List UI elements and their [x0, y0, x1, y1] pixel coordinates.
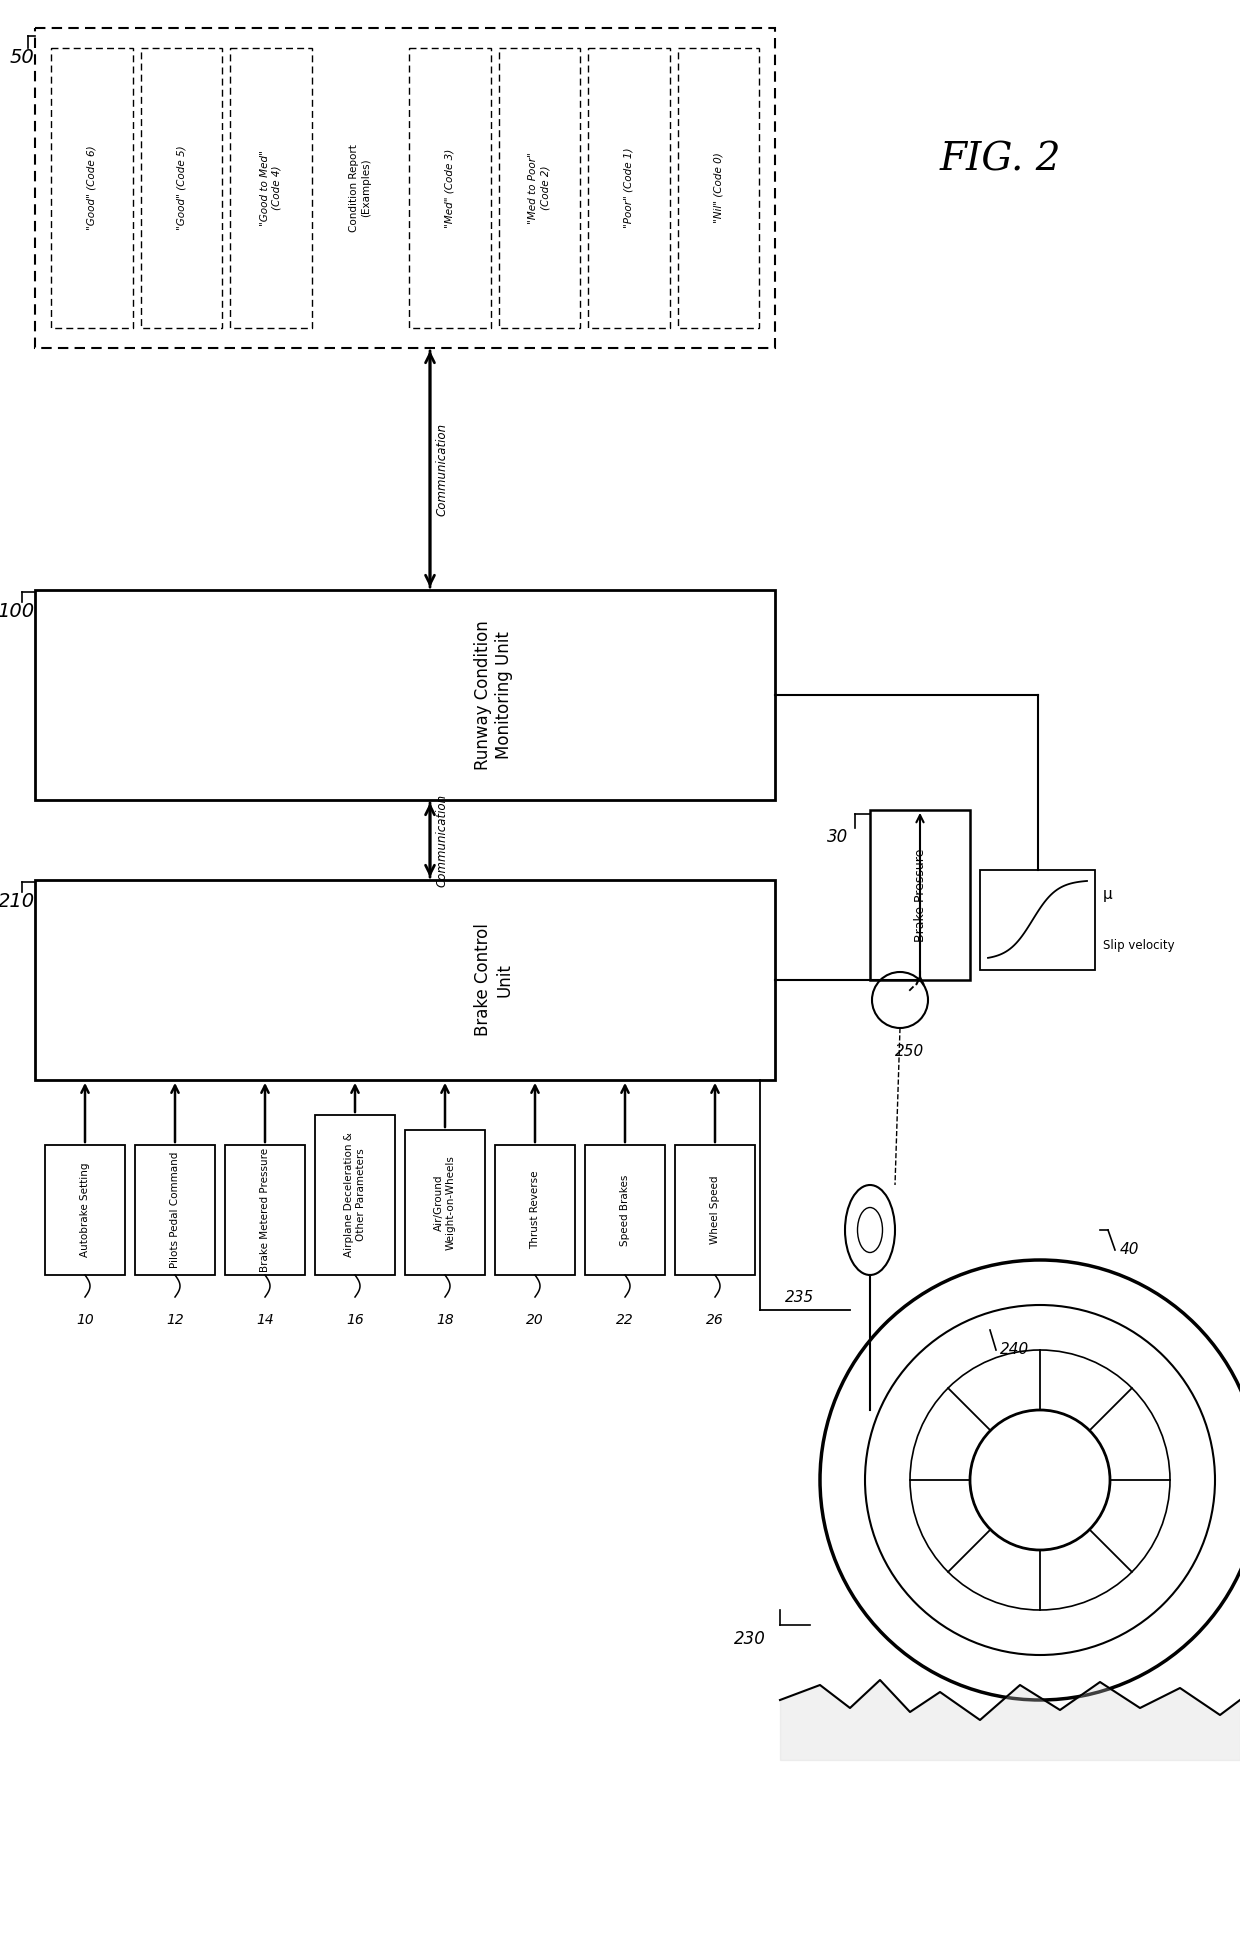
Bar: [495, 1145, 575, 1275]
Text: Runway Condition
Monitoring Unit: Runway Condition Monitoring Unit: [475, 620, 513, 770]
Text: 50: 50: [10, 49, 35, 66]
Text: Pilots Pedal Command: Pilots Pedal Command: [170, 1152, 180, 1268]
Bar: [315, 1115, 396, 1275]
Text: 26: 26: [706, 1312, 724, 1328]
Bar: [870, 809, 970, 981]
Text: 10: 10: [76, 1312, 94, 1328]
Text: 210: 210: [0, 891, 35, 911]
Text: 30: 30: [827, 829, 848, 846]
Text: Slip velocity: Slip velocity: [1104, 938, 1174, 952]
Bar: [229, 49, 311, 328]
Bar: [588, 49, 670, 328]
Bar: [45, 1145, 125, 1275]
Bar: [675, 1145, 755, 1275]
Bar: [224, 1145, 305, 1275]
Bar: [677, 49, 759, 328]
Text: Autobrake Setting: Autobrake Setting: [81, 1162, 91, 1258]
Text: Air/Ground
Weight-on-Wheels: Air/Ground Weight-on-Wheels: [434, 1154, 456, 1250]
Text: Speed Brakes: Speed Brakes: [620, 1174, 630, 1246]
Bar: [35, 879, 775, 1080]
Bar: [140, 49, 222, 328]
Text: 230: 230: [734, 1630, 766, 1648]
Text: 14: 14: [257, 1312, 274, 1328]
Text: "Med to Poor"
(Code 2): "Med to Poor" (Code 2): [528, 152, 551, 224]
Bar: [35, 591, 775, 800]
Text: Wheel Speed: Wheel Speed: [711, 1176, 720, 1244]
Text: "Med" (Code 3): "Med" (Code 3): [445, 148, 455, 228]
Text: Brake Metered Pressure: Brake Metered Pressure: [260, 1149, 270, 1271]
Text: 250: 250: [895, 1043, 925, 1059]
Bar: [980, 870, 1095, 969]
Text: 20: 20: [526, 1312, 544, 1328]
Text: 40: 40: [1120, 1242, 1140, 1258]
Text: Communication: Communication: [436, 794, 449, 887]
Text: "Nil" (Code 0): "Nil" (Code 0): [713, 152, 723, 224]
Text: 235: 235: [785, 1291, 815, 1305]
Text: "Good to Med"
(Code 4): "Good to Med" (Code 4): [260, 150, 281, 226]
Text: Airplane Deceleration &
Other Parameters: Airplane Deceleration & Other Parameters: [345, 1133, 366, 1258]
Text: Brake Control
Unit: Brake Control Unit: [475, 924, 513, 1037]
Text: Thrust Reverse: Thrust Reverse: [529, 1170, 539, 1250]
Bar: [498, 49, 580, 328]
Text: "Good" (Code 6): "Good" (Code 6): [87, 146, 97, 230]
Text: 16: 16: [346, 1312, 363, 1328]
Bar: [405, 1129, 485, 1275]
Bar: [585, 1145, 665, 1275]
Bar: [409, 49, 491, 328]
Bar: [135, 1145, 215, 1275]
Text: Condition Report
(Examples): Condition Report (Examples): [350, 144, 371, 232]
Text: "Poor" (Code 1): "Poor" (Code 1): [624, 148, 634, 228]
Text: Communication: Communication: [436, 423, 449, 515]
Text: 12: 12: [166, 1312, 184, 1328]
Text: 22: 22: [616, 1312, 634, 1328]
Bar: [51, 49, 133, 328]
Bar: [35, 27, 775, 347]
Text: FIG. 2: FIG. 2: [939, 142, 1060, 179]
Text: 240: 240: [999, 1342, 1029, 1357]
Text: Brake Pressure: Brake Pressure: [914, 848, 926, 942]
Text: μ: μ: [1104, 887, 1112, 903]
Text: 100: 100: [0, 603, 35, 620]
Text: 18: 18: [436, 1312, 454, 1328]
Text: "Good" (Code 5): "Good" (Code 5): [176, 146, 186, 230]
